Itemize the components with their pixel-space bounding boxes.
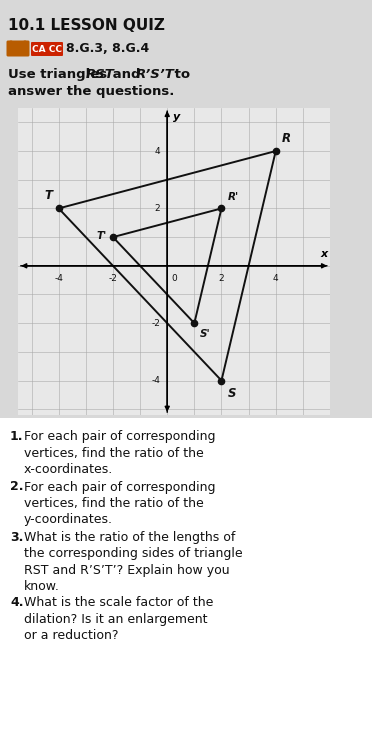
Text: answer the questions.: answer the questions. [8, 85, 174, 98]
FancyBboxPatch shape [6, 40, 29, 56]
Bar [0, 418, 372, 731]
Text: R': R' [227, 192, 238, 202]
Text: What is the scale factor of the
dilation? Is it an enlargement
or a reduction?: What is the scale factor of the dilation… [24, 596, 214, 642]
Text: What is the ratio of the lengths of
the corresponding sides of triangle
RST and : What is the ratio of the lengths of the … [24, 531, 243, 594]
Text: 2: 2 [155, 204, 160, 213]
Text: T': T' [97, 231, 107, 240]
Text: -4: -4 [54, 274, 63, 284]
Text: 4: 4 [155, 146, 160, 156]
Text: 2.: 2. [10, 480, 23, 493]
Text: 2: 2 [219, 274, 224, 284]
Text: to: to [170, 68, 190, 81]
Text: CA CC: CA CC [32, 45, 62, 53]
Circle shape [9, 40, 13, 45]
Text: 4.: 4. [10, 596, 23, 609]
Text: x: x [320, 249, 327, 259]
Text: S': S' [200, 330, 211, 339]
Text: 3.: 3. [10, 531, 23, 544]
Text: 10.1 LESSON QUIZ: 10.1 LESSON QUIZ [8, 18, 165, 33]
Text: RST: RST [86, 68, 115, 81]
Text: Use triangles: Use triangles [8, 68, 112, 81]
Text: 1.: 1. [10, 430, 23, 443]
Text: -2: -2 [109, 274, 118, 284]
Text: R’S’T’: R’S’T’ [136, 68, 180, 81]
Text: and: and [108, 68, 145, 81]
FancyBboxPatch shape [31, 42, 63, 56]
Text: S: S [227, 387, 236, 400]
Text: For each pair of corresponding
vertices, find the ratio of the
y-coordinates.: For each pair of corresponding vertices,… [24, 480, 215, 526]
Circle shape [22, 40, 28, 45]
Text: For each pair of corresponding
vertices, find the ratio of the
x-coordinates.: For each pair of corresponding vertices,… [24, 430, 215, 476]
Text: 8.G.3, 8.G.4: 8.G.3, 8.G.4 [66, 42, 149, 56]
Text: 0: 0 [171, 274, 177, 284]
Text: 4: 4 [273, 274, 279, 284]
Text: R: R [282, 132, 291, 145]
Text: T: T [45, 189, 53, 202]
Text: -2: -2 [151, 319, 160, 327]
Text: -4: -4 [151, 376, 160, 385]
Text: y: y [173, 113, 180, 122]
